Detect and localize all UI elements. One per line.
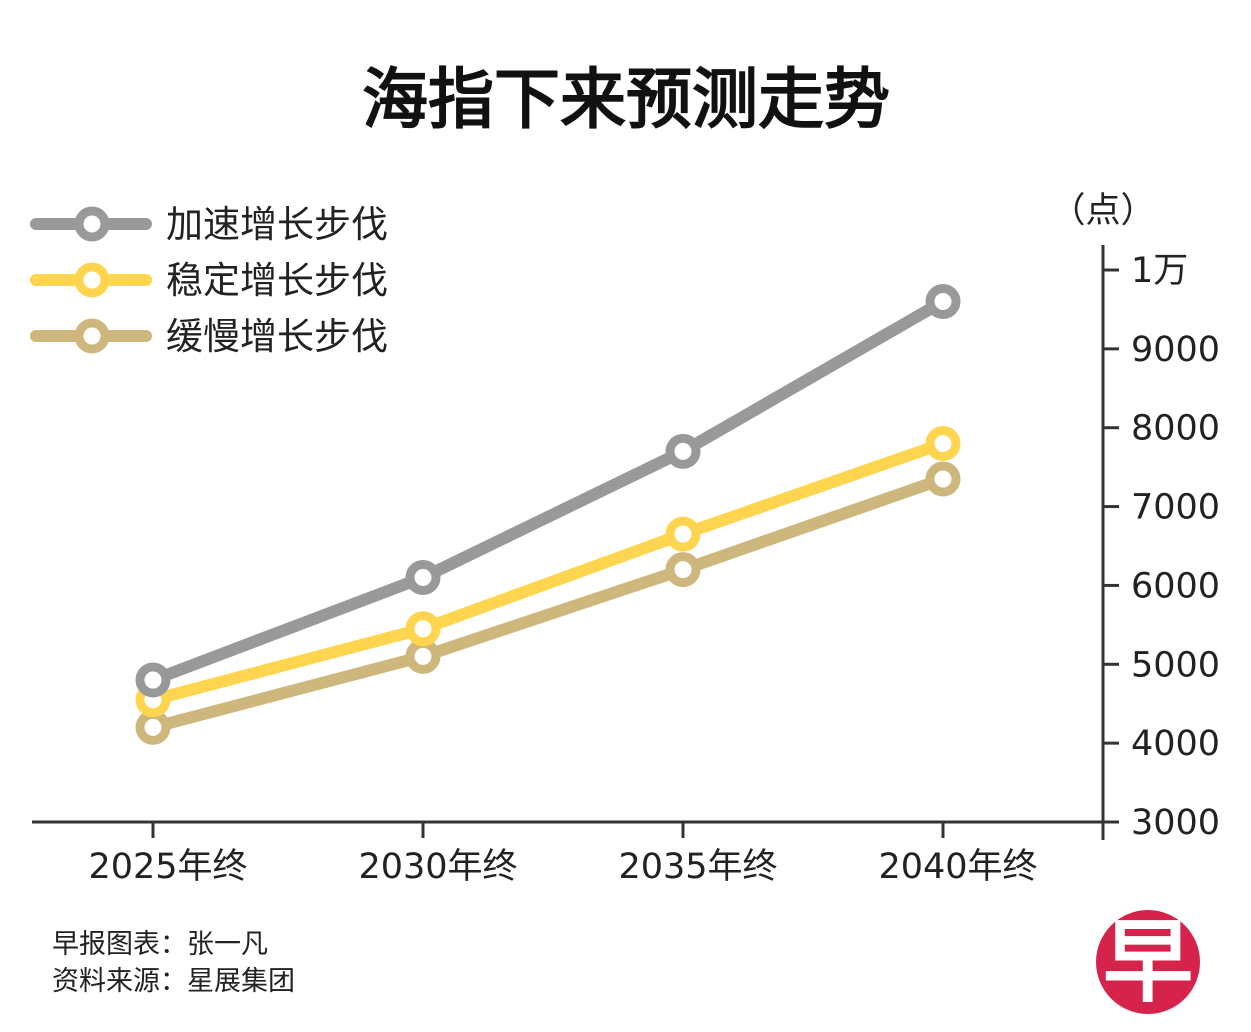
- y-ticks: 1万 9000 8000 7000 6000 5000 4000 3000: [1103, 251, 1220, 843]
- legend-label: 缓慢增长步伐: [166, 315, 388, 358]
- legend-swatch-marker: [74, 262, 110, 298]
- x-ticks: 2025年终 2030年终 2035年终 2040年终: [88, 822, 1038, 887]
- y-tick-label: 7000: [1131, 488, 1220, 528]
- y-tick-label: 8000: [1131, 409, 1220, 449]
- axes: [32, 245, 1105, 840]
- data-point: [665, 516, 701, 552]
- y-tick-label: 1万: [1131, 251, 1188, 291]
- x-tick-label: 2035年终: [618, 847, 777, 887]
- y-tick-label: 6000: [1131, 566, 1220, 606]
- data-point: [665, 552, 701, 588]
- chart-title: 海指下来预测走势: [362, 61, 890, 138]
- logo-circle: [1096, 910, 1200, 1014]
- data-point: [405, 611, 441, 647]
- credit-source: 资料来源：星展集团: [52, 966, 295, 997]
- publisher-logo: 早: [1096, 910, 1200, 1015]
- y-tick-label: 4000: [1131, 724, 1220, 764]
- legend-label: 稳定增长步伐: [166, 259, 388, 302]
- data-point: [925, 425, 961, 461]
- y-tick-label: 9000: [1131, 330, 1220, 370]
- y-tick-label: 5000: [1131, 645, 1220, 685]
- legend-label: 加速增长步伐: [166, 203, 388, 246]
- data-point: [925, 284, 961, 320]
- series-line: [147, 472, 949, 734]
- data-point: [925, 461, 961, 497]
- logo-char: 早: [1103, 910, 1193, 1015]
- data-point: [135, 662, 171, 698]
- series-layer: [135, 284, 961, 745]
- data-point: [405, 638, 441, 674]
- data-point: [405, 560, 441, 596]
- x-tick-label: 2030年终: [358, 847, 517, 887]
- data-point: [135, 709, 171, 745]
- x-tick-label: 2040年终: [878, 847, 1037, 887]
- y-tick-label: 3000: [1131, 803, 1220, 843]
- series-line: [147, 437, 949, 706]
- legend-swatch-marker: [74, 206, 110, 242]
- series-line: [147, 295, 949, 687]
- x-tick-label: 2025年终: [88, 847, 247, 887]
- data-point: [665, 433, 701, 469]
- credit-graphic: 早报图表：张一凡: [52, 929, 268, 960]
- legend-swatch-marker: [74, 318, 110, 354]
- y-axis-unit-label: （点）: [1050, 191, 1155, 231]
